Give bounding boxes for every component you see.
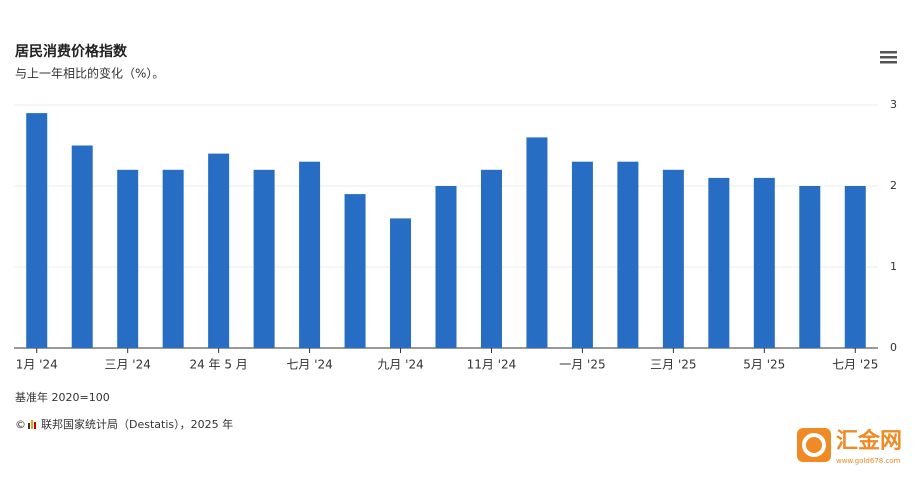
menu-line [880, 61, 897, 64]
bar [480, 169, 502, 348]
chart-subtitle: 与上一年相比的变化（%）。 [15, 66, 164, 81]
x-tick-label: 九月 '24 [377, 358, 423, 372]
copyright: © [15, 418, 26, 431]
watermark-url: www.gold678.com [836, 457, 901, 465]
menu-line [880, 56, 897, 59]
bar [844, 186, 866, 348]
x-tick-label: 5月 '25 [743, 358, 785, 372]
menu-line [880, 51, 897, 54]
bar [208, 153, 230, 348]
x-tick-label: 一月 '25 [559, 358, 605, 372]
bar [571, 161, 593, 348]
watermark: 汇金网 [836, 428, 902, 454]
y-tick-label: 3 [890, 98, 897, 111]
x-tick-label: 七月 '25 [832, 358, 878, 372]
x-tick-label: 24 年 5 月 [189, 358, 247, 372]
x-tick-label: 三月 '24 [104, 358, 150, 372]
note: 基准年 2020=100 [15, 390, 110, 404]
bar [162, 169, 184, 348]
bar [390, 218, 412, 348]
x-tick-label: 1月 '24 [16, 358, 58, 372]
y-tick-label: 1 [890, 260, 897, 273]
bar [526, 137, 548, 348]
bar [753, 177, 775, 348]
bar [617, 161, 639, 348]
bar [344, 194, 366, 348]
x-tick-label: 三月 '25 [650, 358, 696, 372]
bar [799, 186, 821, 348]
bar [71, 145, 93, 348]
bar [708, 177, 730, 348]
bar [253, 169, 275, 348]
bar [435, 186, 457, 348]
bar [299, 161, 321, 348]
y-tick-label: 2 [890, 179, 897, 192]
bar [26, 113, 48, 348]
watermark-logo [797, 428, 831, 462]
menu-button[interactable] [880, 51, 897, 64]
chart-title: 居民消费价格指数 [15, 43, 128, 60]
bar [117, 169, 139, 348]
logo [28, 420, 36, 429]
bar [662, 169, 684, 348]
source: 联邦国家统计局（Destatis），2025 年 [41, 417, 233, 431]
x-tick-label: 七月 '24 [286, 358, 332, 372]
y-tick-label: 0 [890, 341, 897, 354]
x-tick-label: 11月 '24 [467, 358, 517, 372]
